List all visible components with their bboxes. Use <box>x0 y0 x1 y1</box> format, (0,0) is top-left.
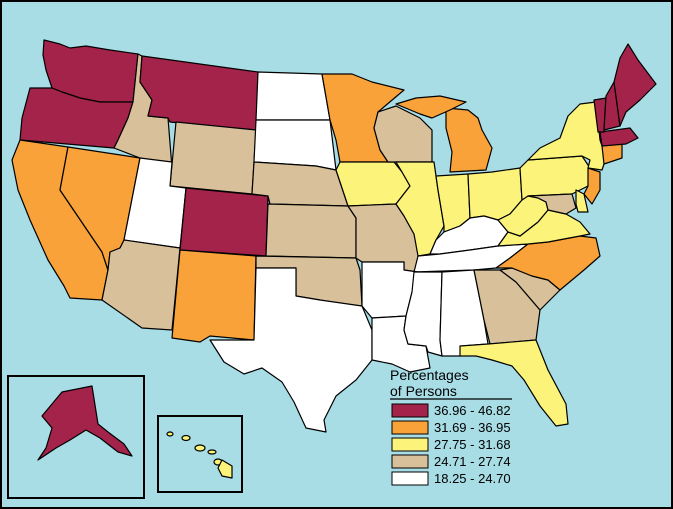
state-alaska <box>37 385 133 461</box>
state-maryland <box>527 193 577 215</box>
state-colorado <box>179 187 269 257</box>
legend-label: 18.25 - 24.70 <box>434 471 511 486</box>
state-vermont <box>593 97 607 133</box>
state-new-jersey <box>583 167 601 205</box>
state-wyoming <box>169 121 257 195</box>
state-delaware <box>575 189 589 213</box>
state-texas <box>209 267 373 433</box>
legend-swatch <box>391 403 429 418</box>
legend-label: 31.69 - 36.95 <box>434 420 511 435</box>
state-new-york <box>527 101 607 171</box>
legend: Percentages of Persons 36.96 - 46.82 31.6… <box>390 367 512 486</box>
state-new-mexico <box>171 249 257 343</box>
state-kansas <box>265 203 357 259</box>
legend-swatch <box>391 454 429 469</box>
legend-title-line2: of Persons <box>390 383 457 399</box>
state-mississippi <box>403 271 443 357</box>
legend-swatch <box>391 471 429 486</box>
state-michigan <box>445 107 493 173</box>
hawaii-inset-frame <box>157 415 243 493</box>
alaska-inset-frame <box>7 375 145 499</box>
legend-swatch <box>391 437 429 452</box>
state-massachusetts <box>599 127 639 147</box>
legend-label: 27.75 - 31.68 <box>434 437 511 452</box>
state-maine <box>613 43 657 127</box>
state-michigan-upper <box>395 95 467 119</box>
legend-swatch <box>391 420 429 435</box>
state-florida <box>459 339 569 427</box>
state-hawaii <box>166 431 233 479</box>
legend-label: 36.96 - 46.82 <box>434 403 511 418</box>
legend-title-line1: Percentages <box>390 367 469 383</box>
state-north-dakota <box>255 71 331 121</box>
legend-label: 24.71 - 27.74 <box>434 454 511 469</box>
